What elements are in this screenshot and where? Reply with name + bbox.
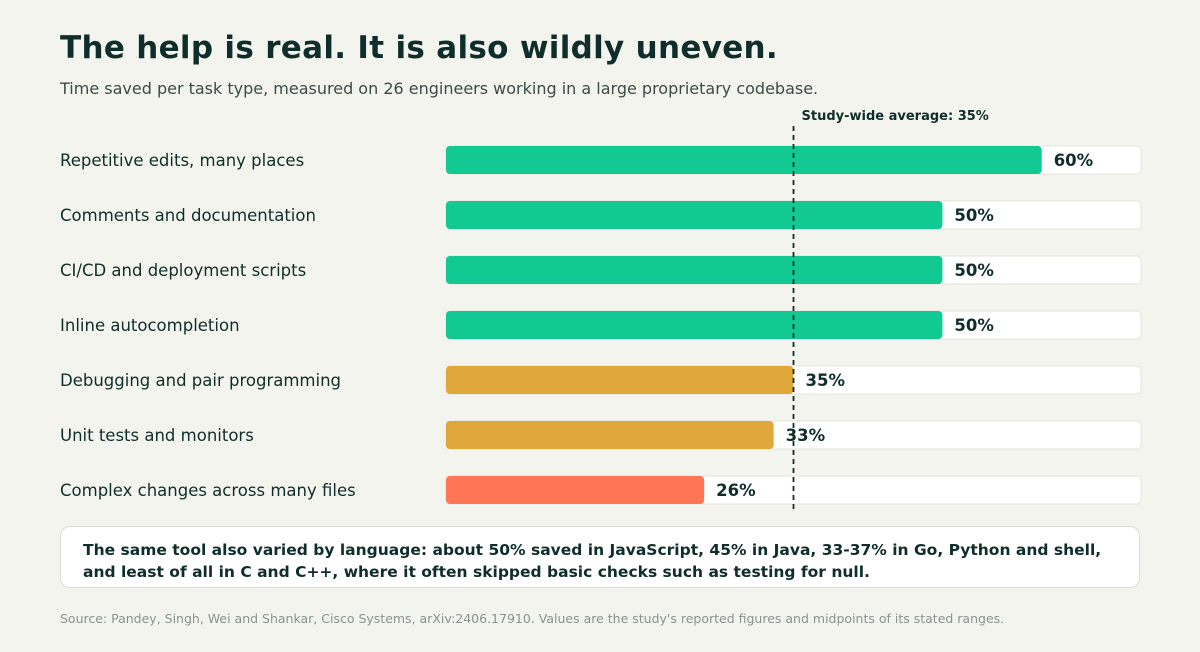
category-label: Unit tests and monitors [60,426,254,445]
bar [446,311,943,339]
bar [446,421,774,449]
language-note-box: The same tool also varied by language: a… [60,526,1140,588]
category-label: Repetitive edits, many places [60,151,304,170]
bar-chart: Repetitive edits, many places 60% Comments… [60,109,1142,510]
category-label: Inline autocompletion [60,316,240,335]
bar [446,201,943,229]
value-label: 60% [1054,151,1094,170]
bar [446,256,943,284]
bar [446,366,794,394]
value-label: 35% [806,371,846,390]
category-label: Debugging and pair programming [60,371,341,390]
bar [446,146,1042,174]
category-label: Comments and documentation [60,206,316,225]
category-label: Complex changes across many files [60,481,356,500]
value-label: 50% [954,261,994,280]
source-note: Source: Pandey, Singh, Wei and Shankar, … [60,611,1005,626]
chart-subtitle: Time saved per task type, measured on 26… [60,79,819,98]
average-reference-label: Study-wide average: 35% [802,109,989,124]
category-label: CI/CD and deployment scripts [60,261,306,280]
value-label: 50% [954,316,994,335]
value-label: 50% [954,206,994,225]
value-label: 26% [716,481,756,500]
language-note-text: The same tool also varied by language: a… [83,541,1102,581]
bar [446,476,705,504]
value-label: 33% [786,426,826,445]
chart-title: The help is real. It is also wildly unev… [60,30,778,66]
